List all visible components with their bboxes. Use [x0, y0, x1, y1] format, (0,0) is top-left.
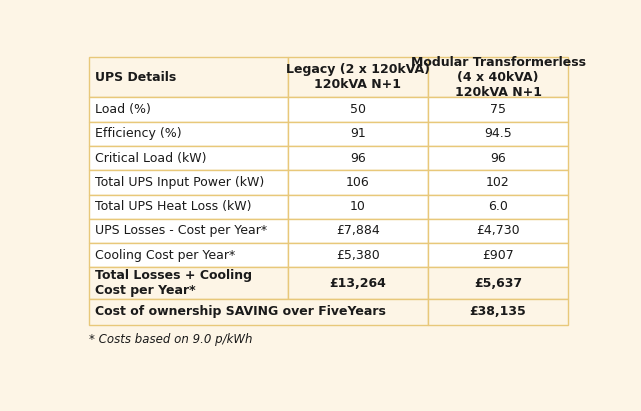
- Bar: [89, 194, 288, 219]
- Bar: [288, 122, 428, 146]
- Bar: [89, 146, 288, 170]
- Bar: [428, 146, 568, 170]
- Text: £38,135: £38,135: [470, 305, 526, 318]
- Text: 10: 10: [350, 200, 366, 213]
- Bar: [89, 57, 288, 97]
- Bar: [288, 194, 428, 219]
- Text: 94.5: 94.5: [484, 127, 512, 140]
- Bar: [288, 219, 428, 243]
- Bar: [89, 97, 288, 122]
- Text: Efficiency (%): Efficiency (%): [95, 127, 181, 140]
- Bar: [428, 170, 568, 194]
- Text: £5,637: £5,637: [474, 277, 522, 290]
- Text: Total UPS Input Power (kW): Total UPS Input Power (kW): [95, 176, 264, 189]
- Text: 75: 75: [490, 103, 506, 116]
- Text: £907: £907: [482, 249, 514, 262]
- Bar: [428, 299, 568, 325]
- Text: 106: 106: [346, 176, 370, 189]
- Bar: [428, 219, 568, 243]
- Bar: [89, 170, 288, 194]
- Bar: [428, 122, 568, 146]
- Bar: [89, 243, 288, 268]
- Bar: [428, 243, 568, 268]
- Text: 50: 50: [350, 103, 366, 116]
- Bar: [288, 146, 428, 170]
- Text: £7,884: £7,884: [336, 224, 380, 238]
- Text: Cost of ownership SAVING over FiveYears: Cost of ownership SAVING over FiveYears: [95, 305, 386, 318]
- Bar: [428, 268, 568, 299]
- Text: 102: 102: [486, 176, 510, 189]
- Text: £4,730: £4,730: [476, 224, 520, 238]
- Text: Modular Transformerless
(4 x 40kVA)
120kVA N+1: Modular Transformerless (4 x 40kVA) 120k…: [410, 56, 585, 99]
- Bar: [288, 243, 428, 268]
- Text: £13,264: £13,264: [329, 277, 387, 290]
- Bar: [89, 299, 428, 325]
- Bar: [89, 268, 288, 299]
- Bar: [89, 122, 288, 146]
- Bar: [288, 97, 428, 122]
- Bar: [288, 57, 428, 97]
- Text: 91: 91: [350, 127, 366, 140]
- Text: Cooling Cost per Year*: Cooling Cost per Year*: [95, 249, 235, 262]
- Text: UPS Losses - Cost per Year*: UPS Losses - Cost per Year*: [95, 224, 267, 238]
- Bar: [428, 57, 568, 97]
- Text: Total UPS Heat Loss (kW): Total UPS Heat Loss (kW): [95, 200, 251, 213]
- Text: £5,380: £5,380: [336, 249, 380, 262]
- Bar: [428, 97, 568, 122]
- Text: UPS Details: UPS Details: [95, 71, 176, 84]
- Text: 96: 96: [490, 152, 506, 164]
- Text: * Costs based on 9.0 p/kWh: * Costs based on 9.0 p/kWh: [89, 332, 253, 346]
- Bar: [428, 194, 568, 219]
- Bar: [288, 268, 428, 299]
- Bar: [288, 170, 428, 194]
- Text: Legacy (2 x 120kVA)
120kVA N+1: Legacy (2 x 120kVA) 120kVA N+1: [286, 63, 430, 91]
- Bar: [89, 219, 288, 243]
- Text: Total Losses + Cooling
Cost per Year*: Total Losses + Cooling Cost per Year*: [95, 269, 252, 297]
- Text: 6.0: 6.0: [488, 200, 508, 213]
- Text: 96: 96: [350, 152, 366, 164]
- Text: Critical Load (kW): Critical Load (kW): [95, 152, 206, 164]
- Text: Load (%): Load (%): [95, 103, 151, 116]
